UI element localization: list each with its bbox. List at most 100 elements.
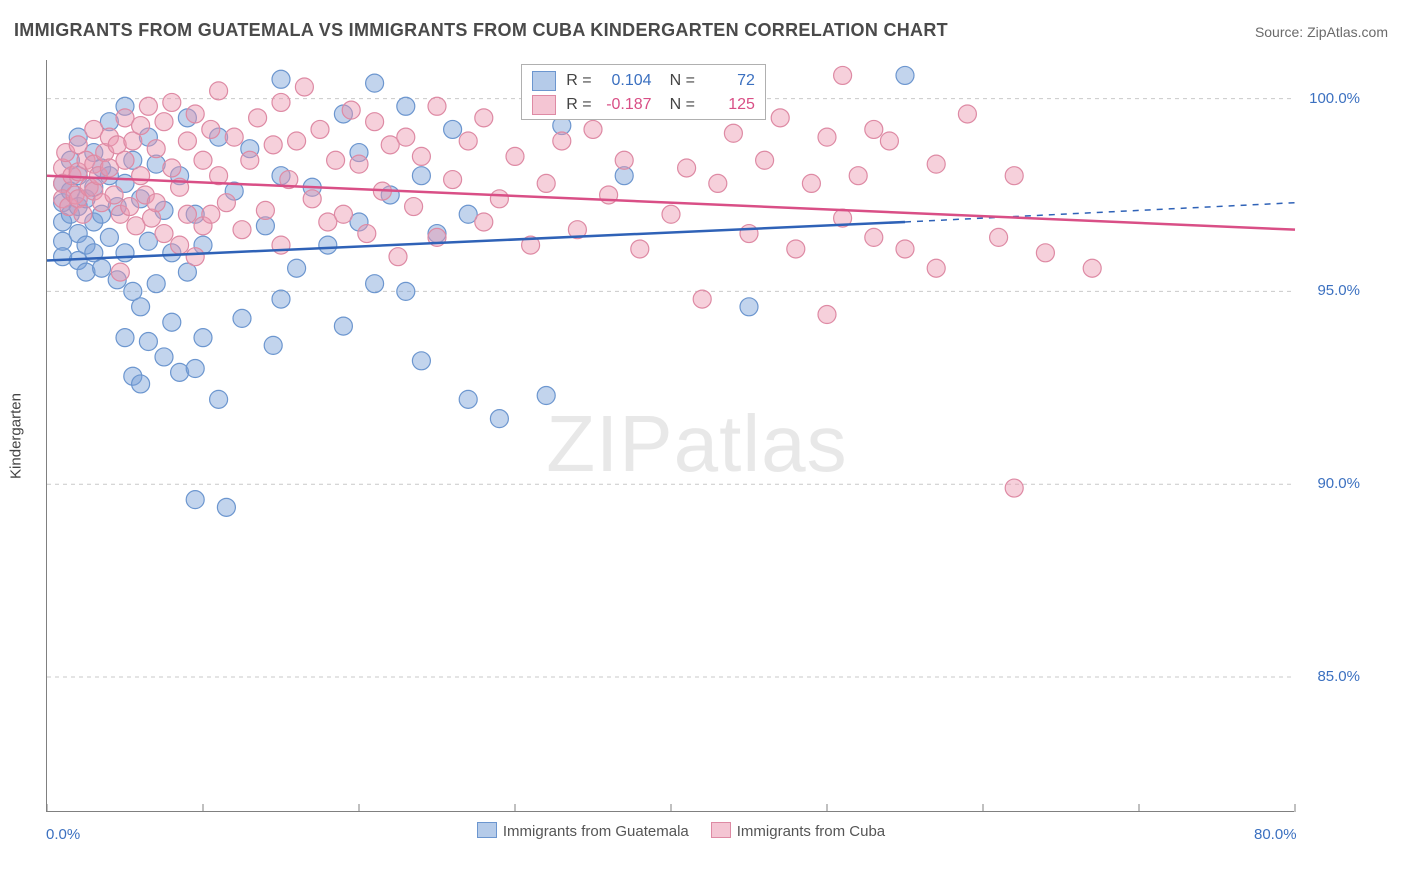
scatter-point-guatemala bbox=[366, 275, 384, 293]
legend-label: Immigrants from Guatemala bbox=[503, 823, 689, 840]
scatter-point-guatemala bbox=[116, 329, 134, 347]
scatter-point-cuba bbox=[217, 194, 235, 212]
scatter-point-guatemala bbox=[210, 390, 228, 408]
scatter-point-cuba bbox=[709, 174, 727, 192]
scatter-point-cuba bbox=[880, 132, 898, 150]
scatter-point-cuba bbox=[927, 259, 945, 277]
scatter-point-cuba bbox=[412, 147, 430, 165]
scatter-point-guatemala bbox=[147, 275, 165, 293]
scatter-point-cuba bbox=[818, 306, 836, 324]
scatter-point-guatemala bbox=[288, 259, 306, 277]
stat-row: R =0.104N =72 bbox=[522, 69, 765, 93]
scatter-point-cuba bbox=[241, 151, 259, 169]
scatter-point-cuba bbox=[1083, 259, 1101, 277]
scatter-point-guatemala bbox=[412, 352, 430, 370]
scatter-point-guatemala bbox=[132, 375, 150, 393]
scatter-point-cuba bbox=[740, 225, 758, 243]
scatter-point-guatemala bbox=[319, 236, 337, 254]
scatter-point-cuba bbox=[787, 240, 805, 258]
scatter-point-cuba bbox=[366, 113, 384, 131]
scatter-point-cuba bbox=[139, 97, 157, 115]
scatter-point-guatemala bbox=[77, 263, 95, 281]
scatter-point-cuba bbox=[147, 140, 165, 158]
scatter-point-guatemala bbox=[537, 387, 555, 405]
y-tick-label: 95.0% bbox=[1300, 282, 1360, 299]
scatter-point-guatemala bbox=[155, 348, 173, 366]
stat-legend-box: R =0.104N =72R =-0.187N =125 bbox=[521, 64, 766, 120]
scatter-point-guatemala bbox=[132, 298, 150, 316]
scatter-point-cuba bbox=[327, 151, 345, 169]
scatter-point-cuba bbox=[295, 78, 313, 96]
scatter-point-cuba bbox=[105, 186, 123, 204]
source-label: Source: ZipAtlas.com bbox=[1255, 24, 1388, 40]
scatter-point-guatemala bbox=[459, 390, 477, 408]
scatter-point-cuba bbox=[303, 190, 321, 208]
scatter-point-cuba bbox=[74, 205, 92, 223]
scatter-point-cuba bbox=[163, 93, 181, 111]
scatter-point-guatemala bbox=[740, 298, 758, 316]
scatter-point-guatemala bbox=[334, 317, 352, 335]
scatter-point-cuba bbox=[178, 132, 196, 150]
legend-swatch bbox=[711, 822, 731, 838]
stat-swatch bbox=[532, 71, 556, 91]
scatter-point-cuba bbox=[194, 151, 212, 169]
scatter-point-cuba bbox=[334, 205, 352, 223]
stat-R-label: R = bbox=[566, 69, 591, 93]
trendline-ext-guatemala bbox=[905, 203, 1295, 222]
scatter-point-cuba bbox=[256, 201, 274, 219]
scatter-point-cuba bbox=[202, 120, 220, 138]
scatter-point-cuba bbox=[865, 228, 883, 246]
stat-R-value: 0.104 bbox=[592, 69, 652, 93]
scatter-point-guatemala bbox=[186, 491, 204, 509]
scatter-point-cuba bbox=[865, 120, 883, 138]
scatter-point-cuba bbox=[132, 117, 150, 135]
scatter-point-cuba bbox=[342, 101, 360, 119]
scatter-point-cuba bbox=[264, 136, 282, 154]
scatter-point-cuba bbox=[958, 105, 976, 123]
y-tick-label: 100.0% bbox=[1300, 90, 1360, 107]
scatter-point-guatemala bbox=[397, 97, 415, 115]
scatter-point-cuba bbox=[147, 194, 165, 212]
scatter-point-cuba bbox=[178, 205, 196, 223]
legend-swatch bbox=[477, 822, 497, 838]
scatter-point-cuba bbox=[428, 97, 446, 115]
scatter-point-guatemala bbox=[444, 120, 462, 138]
scatter-point-cuba bbox=[927, 155, 945, 173]
scatter-point-cuba bbox=[490, 190, 508, 208]
scatter-point-cuba bbox=[389, 248, 407, 266]
plot-container: Kindergarten ZIPatlas R =0.104N =72R =-0… bbox=[46, 60, 1362, 812]
scatter-point-cuba bbox=[288, 132, 306, 150]
scatter-point-cuba bbox=[1036, 244, 1054, 262]
scatter-point-cuba bbox=[662, 205, 680, 223]
scatter-point-cuba bbox=[111, 263, 129, 281]
scatter-point-guatemala bbox=[490, 410, 508, 428]
scatter-point-cuba bbox=[358, 225, 376, 243]
scatter-point-cuba bbox=[584, 120, 602, 138]
scatter-point-guatemala bbox=[194, 329, 212, 347]
scatter-point-cuba bbox=[186, 248, 204, 266]
scatter-point-cuba bbox=[397, 128, 415, 146]
scatter-point-cuba bbox=[163, 159, 181, 177]
scatter-point-cuba bbox=[121, 198, 139, 216]
scatter-point-cuba bbox=[756, 151, 774, 169]
scatter-point-guatemala bbox=[272, 290, 290, 308]
scatter-point-cuba bbox=[771, 109, 789, 127]
scatter-point-guatemala bbox=[233, 309, 251, 327]
scatter-point-cuba bbox=[1005, 479, 1023, 497]
stat-N-value: 125 bbox=[695, 93, 755, 117]
legend-bottom: Immigrants from Guatemala Immigrants from… bbox=[46, 822, 1294, 852]
scatter-point-cuba bbox=[132, 167, 150, 185]
legend-label: Immigrants from Cuba bbox=[737, 823, 885, 840]
scatter-point-cuba bbox=[990, 228, 1008, 246]
plot-area: ZIPatlas R =0.104N =72R =-0.187N =125 bbox=[46, 60, 1294, 812]
scatter-point-cuba bbox=[615, 151, 633, 169]
scatter-point-guatemala bbox=[366, 74, 384, 92]
scatter-point-cuba bbox=[233, 221, 251, 239]
scatter-point-cuba bbox=[311, 120, 329, 138]
scatter-point-cuba bbox=[186, 105, 204, 123]
scatter-point-cuba bbox=[350, 155, 368, 173]
y-tick-label: 85.0% bbox=[1300, 668, 1360, 685]
scatter-point-guatemala bbox=[264, 336, 282, 354]
scatter-point-guatemala bbox=[116, 244, 134, 262]
scatter-point-cuba bbox=[272, 93, 290, 111]
